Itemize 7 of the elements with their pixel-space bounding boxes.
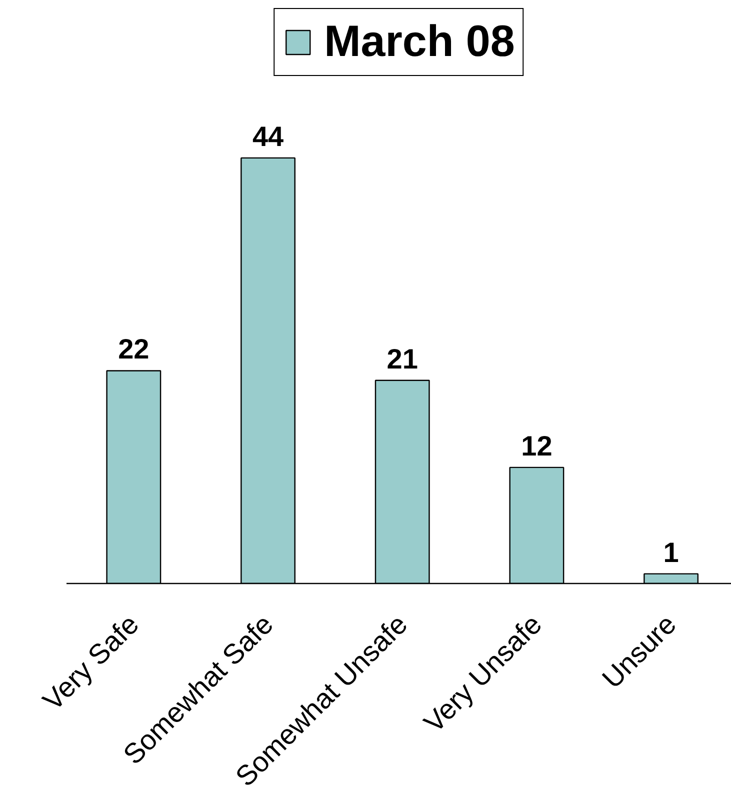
x-tick-label: Very Safe: [36, 608, 145, 716]
data-label: 1: [663, 536, 679, 568]
data-label: 22: [118, 334, 150, 365]
data-label: 21: [386, 343, 418, 374]
data-label: 44: [252, 120, 284, 152]
data-label: 12: [521, 430, 552, 462]
legend-label: March 08: [324, 17, 515, 67]
